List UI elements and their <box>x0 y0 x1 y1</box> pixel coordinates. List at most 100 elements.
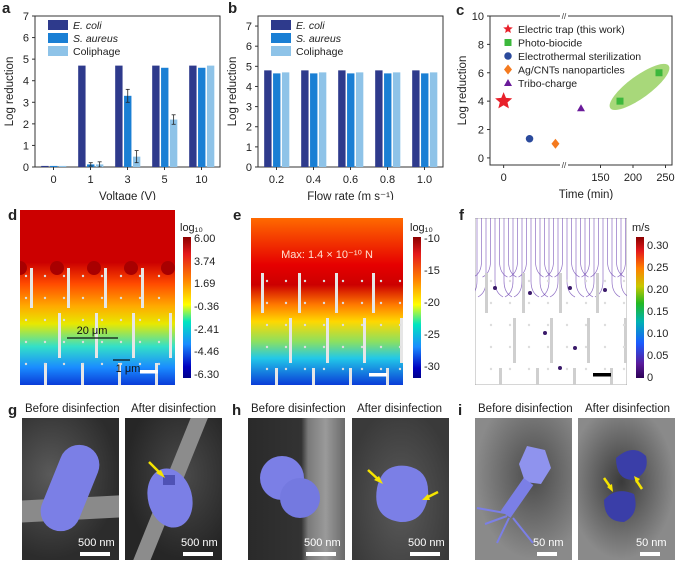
marker-square <box>504 39 512 46</box>
membrane-hole <box>163 475 175 485</box>
marker-triangle <box>577 104 585 112</box>
arrow-head-icon <box>634 476 640 483</box>
mesh-node <box>379 301 383 305</box>
panel-label-e: e <box>233 207 242 224</box>
mesh-node <box>322 345 326 349</box>
scale-label: 500 nm <box>78 537 115 549</box>
electrode-plate <box>596 273 599 313</box>
electrode-plate <box>141 268 144 308</box>
colorbar-f-tick: 0.25 <box>647 262 669 274</box>
y-tick-label: 10 <box>472 11 484 23</box>
electrode-plate <box>169 313 172 358</box>
i-after-title: After disinfection <box>585 403 671 415</box>
bar-saureus <box>124 95 132 167</box>
simulation-f-flow <box>475 218 627 385</box>
panel-label-f: f <box>459 207 464 224</box>
phage-capsid <box>519 446 551 484</box>
mesh-node <box>489 345 493 349</box>
coccus-cell <box>280 478 320 518</box>
x-tick-label: 0.2 <box>269 174 284 186</box>
mesh-node <box>43 296 47 300</box>
mesh-node <box>565 301 569 305</box>
electrode-plate <box>386 368 389 385</box>
mesh-node <box>398 367 402 371</box>
mesh-node <box>119 274 123 278</box>
mesh-node <box>265 345 269 349</box>
y-tick-label: 2 <box>246 122 252 134</box>
colorbar-d-tick: -6.30 <box>194 369 220 381</box>
y-tick-label: 2 <box>23 119 29 131</box>
electrode-plate <box>132 313 135 358</box>
mesh-node <box>508 279 512 283</box>
marker-diamond <box>504 64 512 75</box>
i-after-micrograph: 50 nm <box>578 418 675 560</box>
streamline <box>518 218 527 278</box>
bar-ecoli <box>152 65 160 167</box>
bar-ecoli <box>412 70 420 167</box>
colorbar-d-tick: 6.00 <box>194 233 216 245</box>
y-axis-label: Log reduction <box>457 56 469 126</box>
mesh-node <box>360 345 364 349</box>
streamline <box>611 218 621 298</box>
panel-label-g: g <box>8 402 18 419</box>
colorbar-d-tick: -2.41 <box>194 323 220 336</box>
bacterium-ecoli <box>40 444 100 532</box>
mesh-node <box>157 318 161 322</box>
g-before-title: Before disinfection <box>25 403 120 415</box>
scale-bar <box>80 552 110 556</box>
bar-saureus <box>50 165 58 167</box>
mesh-node <box>508 345 512 349</box>
legend-label: Tribo-charge <box>518 78 577 90</box>
mesh-node <box>265 279 269 283</box>
mesh-node <box>341 301 345 305</box>
mesh-node <box>379 367 383 371</box>
y-tick-label: 8 <box>478 39 484 51</box>
x-tick-label: 5 <box>161 174 167 186</box>
bar-coliphage <box>355 72 364 167</box>
y-tick-label: 5 <box>246 61 252 73</box>
electrode-tip <box>20 261 27 275</box>
bar-coliphage <box>206 65 215 167</box>
tail-fiber <box>496 517 510 544</box>
scale-label: 50 nm <box>636 537 667 549</box>
g-after-micrograph: 500 nm <box>125 418 222 560</box>
mesh-node <box>603 345 607 349</box>
colorbar-f-tick: 0.10 <box>647 328 669 340</box>
streamline <box>504 218 514 298</box>
bar-ecoli <box>375 70 383 167</box>
electrode-plate <box>261 273 264 313</box>
mesh-node <box>527 345 531 349</box>
electrode-plate <box>58 313 61 358</box>
legend-label: S. aureus <box>73 33 119 45</box>
mesh-node <box>360 279 364 283</box>
streamline <box>509 218 518 278</box>
marker-square <box>655 69 663 77</box>
mesh-node <box>81 274 85 278</box>
y-tick-label: 5 <box>23 54 29 66</box>
mesh-node <box>622 367 626 371</box>
mesh-node <box>622 323 626 327</box>
y-tick-label: 6 <box>23 33 29 45</box>
electrode-plate <box>372 273 375 313</box>
streamline <box>535 218 544 278</box>
streamline <box>554 218 563 278</box>
legend-label: S. aureus <box>296 33 342 45</box>
mesh-node <box>379 279 383 283</box>
x-tick-label: 250 <box>656 172 674 184</box>
trapped-particle <box>528 291 532 295</box>
mesh-node <box>81 340 85 344</box>
electrode-plate <box>536 368 539 385</box>
panel-label-c: c <box>456 2 465 19</box>
highlight-ellipse <box>609 63 670 110</box>
scale-bar <box>640 552 660 556</box>
streamline <box>607 218 616 278</box>
mesh-node <box>303 323 307 327</box>
h-after-micrograph: 500 nm <box>352 418 449 560</box>
mesh-node <box>138 340 142 344</box>
mesh-node <box>603 323 607 327</box>
colorbar-d-tick: -0.36 <box>194 301 220 313</box>
mesh-node <box>622 279 626 283</box>
mesh-node <box>527 301 531 305</box>
scale-label: 500 nm <box>304 537 341 549</box>
panel-label-i: i <box>458 402 463 419</box>
